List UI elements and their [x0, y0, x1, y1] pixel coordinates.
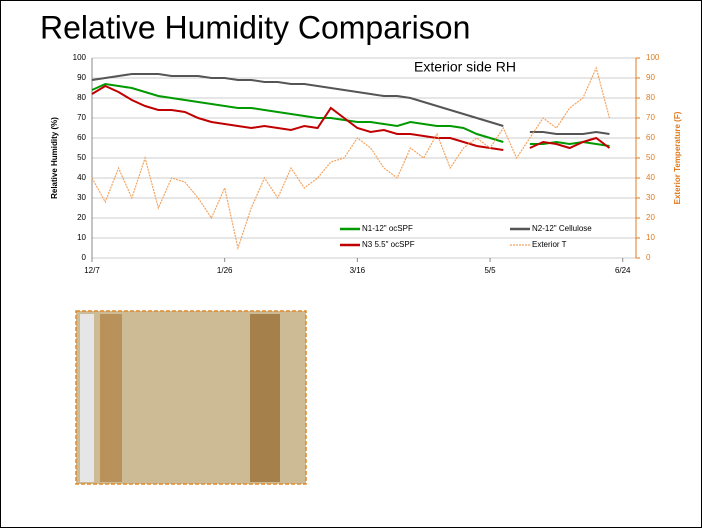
y2-tick-label: 60: [646, 133, 655, 142]
photo-stud: [100, 314, 122, 482]
legend-label: N3 5.5" ocSPF: [362, 240, 415, 249]
y-tick-label: 60: [77, 133, 86, 142]
y2-tick-label: 0: [646, 253, 651, 262]
x-tick-label: 1/26: [217, 266, 233, 275]
y-tick-label: 80: [77, 93, 86, 102]
y-tick-label: 20: [77, 213, 86, 222]
y2-tick-label: 100: [646, 53, 660, 62]
y-tick-label: 70: [77, 113, 86, 122]
y2-tick-label: 10: [646, 233, 655, 242]
series-line: [91, 84, 611, 151]
y2-tick-label: 40: [646, 173, 655, 182]
y2-tick-label: 50: [646, 153, 655, 162]
y2-axis-title: Exterior Temperature (F): [673, 111, 682, 204]
x-tick-label: 5/5: [484, 266, 496, 275]
slide-title: Relative Humidity Comparison: [40, 9, 470, 45]
x-tick-label: 3/16: [350, 266, 366, 275]
series-line: [91, 82, 610, 147]
photo-pipe: [80, 314, 94, 482]
legend-label: Exterior T: [532, 240, 567, 249]
y2-tick-label: 90: [646, 73, 655, 82]
series-line: [91, 66, 611, 251]
annotation: Exterior side RH: [414, 59, 516, 75]
x-tick-label: 6/24: [615, 266, 631, 275]
photo-stud: [250, 314, 280, 482]
legend-label: N2-12" Cellulose: [532, 224, 592, 233]
y2-tick-label: 80: [646, 93, 655, 102]
y-tick-label: 50: [77, 153, 86, 162]
y2-tick-label: 30: [646, 193, 655, 202]
y-tick-label: 30: [77, 193, 86, 202]
y-tick-label: 0: [82, 253, 87, 262]
y-tick-label: 90: [77, 73, 86, 82]
legend-label: N1-12" ocSPF: [362, 224, 413, 233]
y-tick-label: 40: [77, 173, 86, 182]
y-tick-label: 100: [73, 53, 87, 62]
x-tick-label: 12/7: [84, 266, 100, 275]
y2-tick-label: 20: [646, 213, 655, 222]
y-axis-title: Relative Humidity (%): [50, 117, 59, 199]
series-line: [91, 73, 610, 135]
y2-tick-label: 70: [646, 113, 655, 122]
y-tick-label: 10: [77, 233, 86, 242]
